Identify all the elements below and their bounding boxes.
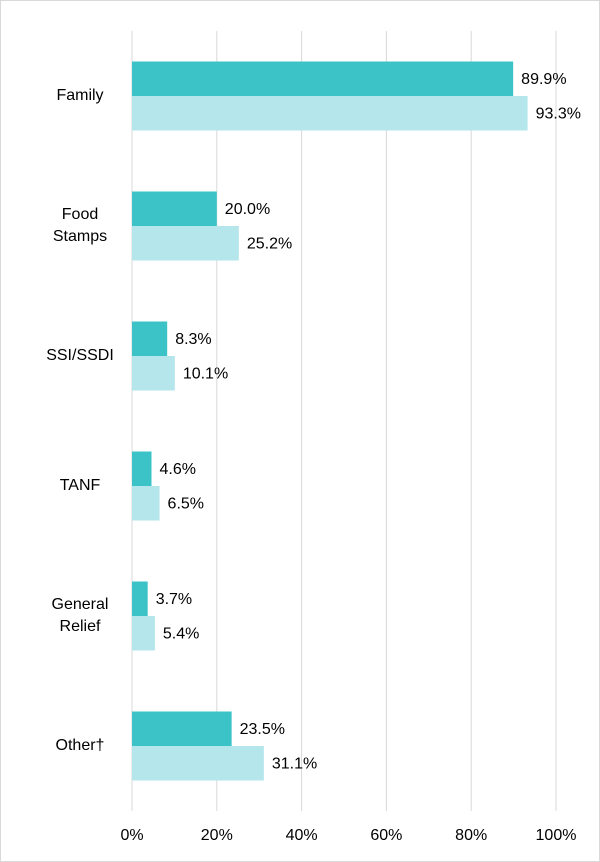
bar [132, 356, 175, 391]
bar [132, 581, 148, 616]
x-tick-label: 60% [370, 827, 402, 844]
bar [132, 451, 152, 486]
category-label: TANF [59, 477, 101, 494]
bar [132, 226, 239, 261]
x-tick-label: 20% [201, 827, 233, 844]
value-label: 25.2% [247, 235, 292, 252]
value-label: 4.6% [160, 461, 196, 478]
value-label: 3.7% [156, 591, 192, 608]
category-label: Other† [55, 737, 105, 754]
x-tick-label: 40% [286, 827, 318, 844]
bar [132, 191, 217, 226]
bar [132, 96, 528, 131]
value-label: 10.1% [183, 365, 228, 382]
x-tick-label: 100% [536, 827, 577, 844]
bar [132, 711, 232, 746]
value-label: 5.4% [163, 625, 199, 642]
category-label: General Relief [51, 596, 109, 635]
category-label: Family [56, 87, 104, 104]
bar [132, 486, 160, 521]
value-label: 6.5% [168, 495, 204, 512]
value-label: 23.5% [240, 721, 285, 738]
category-label: SSI/SSDI [46, 347, 114, 364]
x-tick-label: 80% [455, 827, 487, 844]
value-label: 8.3% [175, 331, 211, 348]
bar [132, 321, 168, 356]
value-label: 89.9% [521, 71, 566, 88]
bar [132, 61, 514, 96]
value-label: 31.1% [272, 755, 317, 772]
value-label: 20.0% [225, 201, 270, 218]
x-tick-label: 0% [120, 827, 143, 844]
bar [132, 616, 155, 651]
category-label: Food Stamps [52, 206, 108, 245]
value-label: 93.3% [536, 105, 581, 122]
bar [132, 746, 264, 781]
